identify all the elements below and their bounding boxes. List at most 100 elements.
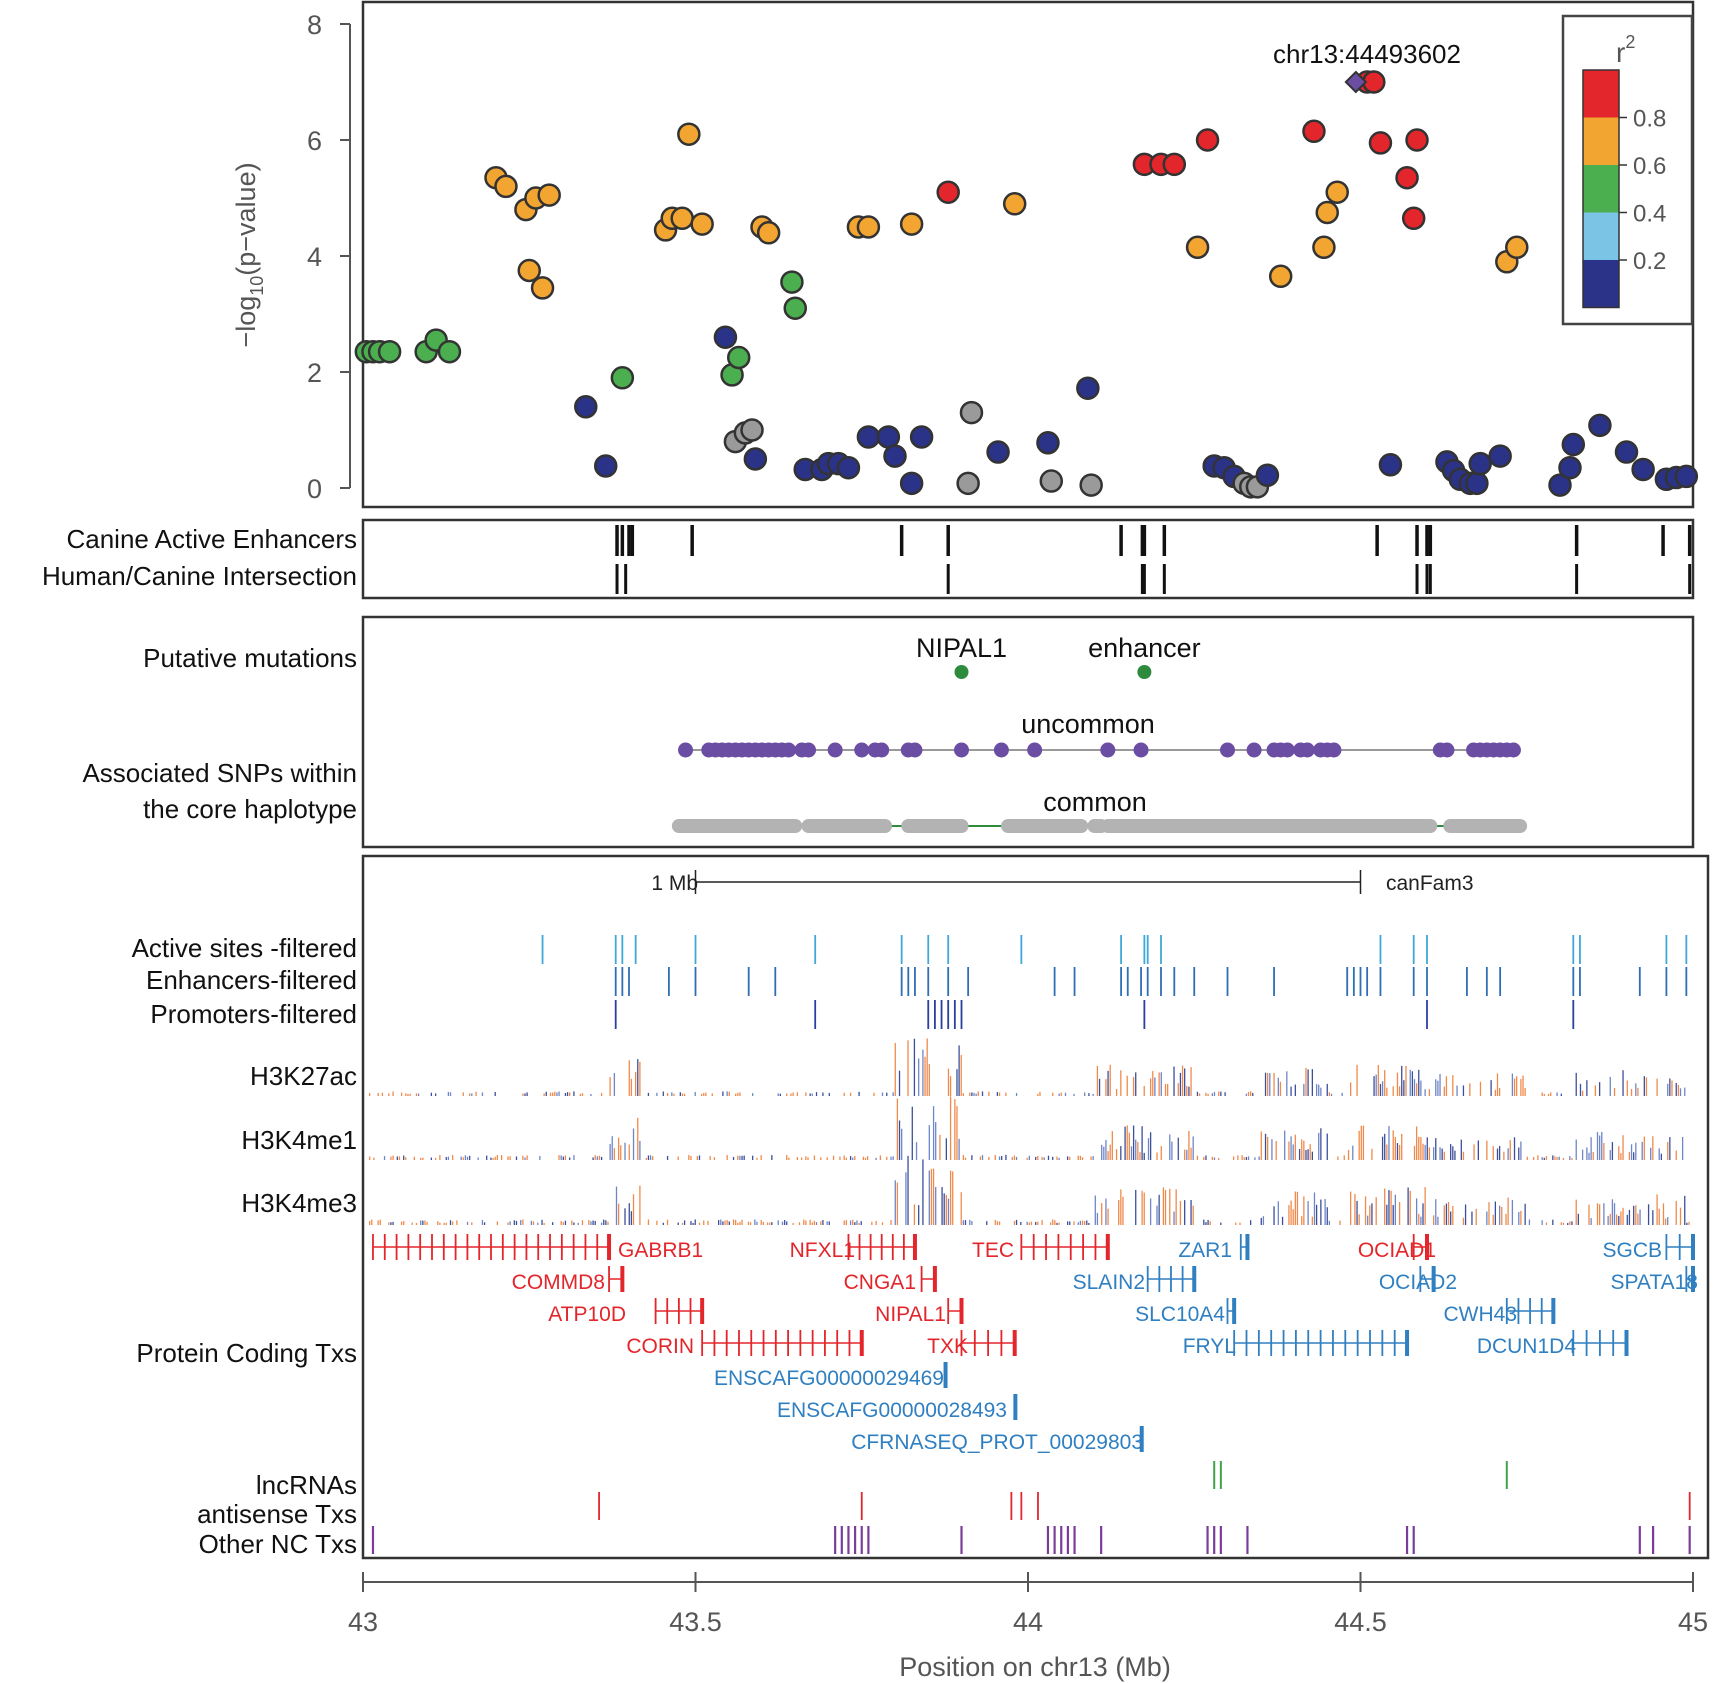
track-label-haplotype-line2: the core haplotype — [143, 794, 357, 824]
scale-bar-label: 1 Mb — [651, 872, 698, 895]
snp-point — [1466, 473, 1487, 494]
common-label: common — [1043, 787, 1147, 817]
gene-cfrnaseq: CFRNASEQ_PROT_00029803 — [851, 1431, 1143, 1454]
enhancer-panel-frame — [363, 520, 1693, 598]
track-label-h3k4me1: H3K4me1 — [241, 1125, 357, 1155]
uncommon-snp — [1506, 743, 1521, 758]
snp-point — [858, 217, 879, 238]
gene-tec: TEC — [972, 1239, 1014, 1262]
gene-fryl: FRYL — [1183, 1335, 1236, 1358]
uncommon-snp — [828, 743, 843, 758]
legend-label: 0.2 — [1633, 248, 1666, 275]
snp-point — [958, 473, 979, 494]
snp-point — [692, 214, 713, 235]
snp-point — [878, 426, 899, 447]
uncommon-snp — [994, 743, 1009, 758]
snp-point — [439, 341, 460, 362]
histone-signal — [370, 1038, 1689, 1225]
legend-label: 0.6 — [1633, 153, 1666, 180]
x-tick-label: 43 — [348, 1607, 378, 1637]
gene-sgcb: SGCB — [1602, 1239, 1662, 1262]
filtered-tracks — [543, 935, 1687, 1029]
uncommon-snp — [854, 743, 869, 758]
x-tick-label: 45 — [1678, 1607, 1708, 1637]
snp-point — [1616, 442, 1637, 463]
track-label-promoters: Promoters-filtered — [150, 999, 357, 1029]
common-snp-run — [901, 819, 968, 833]
gene-cwh43: CWH43 — [1443, 1303, 1517, 1326]
gene-gabrb1: GABRB1 — [618, 1239, 703, 1262]
snp-point — [838, 457, 859, 478]
scatter-points — [356, 72, 1697, 498]
snp-point — [495, 176, 516, 197]
enhancer-ticks — [617, 525, 1690, 594]
uncommon-snp — [1100, 743, 1115, 758]
gene-slc10a4: SLC10A4 — [1135, 1303, 1225, 1326]
gene-zar1: ZAR1 — [1178, 1239, 1232, 1262]
track-label-haplotype-line1: Associated SNPs within — [82, 758, 357, 788]
common-snp-run — [672, 819, 802, 833]
uncommon-snp — [1220, 743, 1235, 758]
snp-point — [1397, 167, 1418, 188]
snp-point — [1506, 237, 1527, 258]
snp-point — [1633, 459, 1654, 480]
snp-point — [961, 402, 982, 423]
gene-enscafg28493: ENSCAFG00000028493 — [777, 1399, 1007, 1422]
legend: r2 0.80.60.40.2 — [1563, 16, 1692, 324]
uncommon-snp — [1027, 743, 1042, 758]
lead-snp-label: chr13:44493602 — [1273, 39, 1461, 69]
gene-spata18: SPATA18 — [1610, 1271, 1698, 1294]
snp-point — [728, 347, 749, 368]
snp-point — [911, 426, 932, 447]
y-tick-label: 0 — [307, 474, 322, 504]
snp-point — [1303, 121, 1324, 142]
track-label-antisense: antisense Txs — [197, 1499, 357, 1529]
common-snp-run — [1443, 819, 1527, 833]
y-tick-label: 2 — [307, 358, 322, 388]
snp-point — [1559, 457, 1580, 478]
legend-label: 0.8 — [1633, 106, 1666, 133]
gene-nfxl1: NFXL1 — [790, 1239, 855, 1262]
x-axis: 43 43.5 44 44.5 45 — [348, 1572, 1708, 1637]
uncommon-snp — [1247, 743, 1262, 758]
gene-atp10d: ATP10D — [548, 1303, 626, 1326]
uncommon-snp — [678, 743, 693, 758]
y-axis: 0 2 4 6 8 — [307, 10, 350, 504]
gene-dcun1d4: DCUN1D4 — [1477, 1335, 1577, 1358]
x-axis-label: Position on chr13 (Mb) — [899, 1652, 1171, 1682]
snp-point — [742, 420, 763, 441]
track-label-protein-coding: Protein Coding Txs — [136, 1338, 357, 1368]
snp-point — [781, 272, 802, 293]
uncommon-snp — [874, 743, 889, 758]
mutation-dot — [1137, 665, 1151, 679]
track-label-putative-mutations: Putative mutations — [143, 643, 357, 673]
y-axis-label: −log10(p−value) — [231, 162, 267, 347]
uncommon-snp — [781, 743, 796, 758]
snp-point — [1004, 193, 1025, 214]
snp-point — [745, 449, 766, 470]
gene-enscafg29469: ENSCAFG00000029469 — [714, 1367, 944, 1390]
uncommon-snp — [954, 743, 969, 758]
snp-point — [901, 473, 922, 494]
gene-cnga1: CNGA1 — [844, 1271, 916, 1294]
snp-point — [612, 367, 633, 388]
snp-point — [1563, 434, 1584, 455]
gene-corin: CORIN — [626, 1335, 694, 1358]
scatter-panel-frame — [363, 2, 1693, 507]
snp-point — [1676, 466, 1697, 487]
snp-point — [672, 208, 693, 229]
scale-bar: 1 Mb canFam3 — [651, 870, 1473, 895]
snp-point — [938, 182, 959, 203]
snp-point — [1187, 237, 1208, 258]
snp-point — [885, 446, 906, 467]
uncommon-snp — [1300, 743, 1315, 758]
uncommon-snp — [801, 743, 816, 758]
snp-point — [1317, 202, 1338, 223]
snp-point — [988, 442, 1009, 463]
mutations: NIPAL1 enhancer — [916, 633, 1201, 679]
snp-point — [678, 124, 699, 145]
snp-point — [379, 341, 400, 362]
snp-point — [1037, 432, 1058, 453]
common-snp-run — [802, 819, 892, 833]
snp-point — [539, 185, 560, 206]
